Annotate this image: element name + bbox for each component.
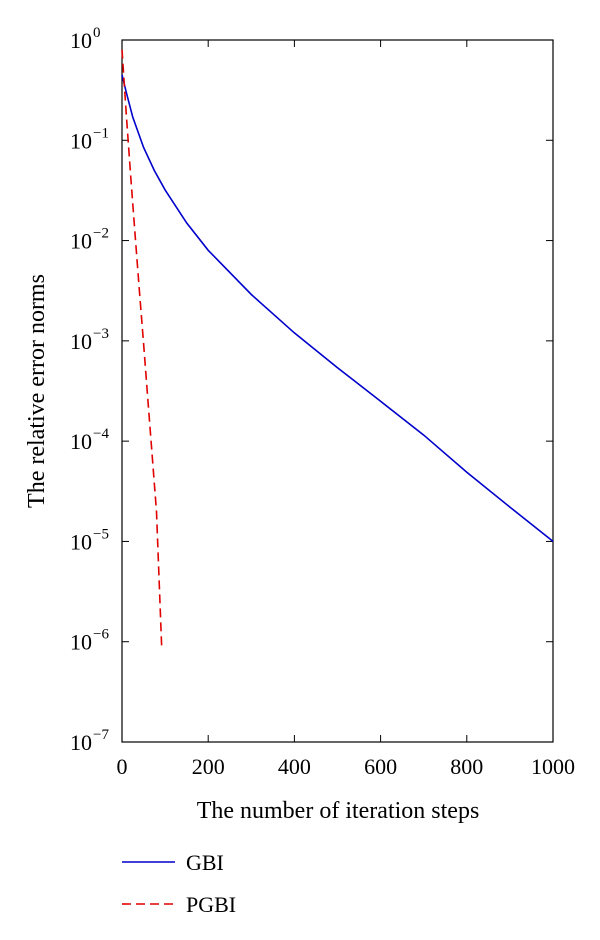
legend: GBI PGBI: [122, 850, 236, 917]
y-tick-label: 10: [70, 229, 92, 254]
x-tick-label: 200: [192, 754, 225, 779]
x-tick-label: 800: [450, 754, 483, 779]
y-tick-exponent: −3: [93, 326, 109, 342]
y-tick-exponent: −1: [93, 125, 109, 141]
series-line-pgbi: [121, 49, 163, 647]
plot-frame: [121, 39, 554, 743]
y-tick-label: 10: [70, 329, 92, 354]
y-tick-exponent: 0: [93, 25, 101, 41]
x-tick-label: 1000: [531, 754, 575, 779]
y-tick-exponent: −7: [93, 727, 109, 743]
y-tick-label: 10: [70, 730, 92, 755]
y-tick-label: 10: [70, 429, 92, 454]
legend-label-pgbi: PGBI: [186, 892, 236, 917]
x-axis-ticks: 0 200 400 600 800 1000: [117, 40, 575, 779]
x-tick-label: 0: [117, 754, 128, 779]
y-tick-exponent: −5: [93, 526, 109, 542]
y-tick-base: 10: [70, 730, 92, 755]
y-tick-label: 10: [70, 630, 92, 655]
y-axis-label: The relative error norms: [24, 274, 50, 508]
y-tick-base: 10: [70, 529, 92, 554]
y-tick-base: 10: [70, 329, 92, 354]
x-tick-label: 600: [364, 754, 397, 779]
y-tick-base: 10: [70, 229, 92, 254]
y-tick-exponent: −4: [93, 426, 109, 442]
y-tick-exponent: −6: [93, 627, 109, 643]
y-tick-label: 10: [70, 529, 92, 554]
y-tick-base: 10: [70, 429, 92, 454]
y-tick-base: 10: [70, 28, 92, 53]
y-tick-exponent: −2: [93, 226, 109, 242]
y-tick-label: 10: [70, 128, 92, 153]
y-tick-base: 10: [70, 630, 92, 655]
legend-label-gbi: GBI: [186, 850, 224, 875]
x-tick-label: 400: [278, 754, 311, 779]
series-line-gbi: [121, 74, 554, 543]
y-tick-label: 10: [70, 28, 92, 53]
plot-area: [121, 39, 554, 743]
x-axis-label: The number of iteration steps: [197, 798, 480, 824]
y-tick-base: 10: [70, 128, 92, 153]
series-layer: [121, 49, 554, 647]
